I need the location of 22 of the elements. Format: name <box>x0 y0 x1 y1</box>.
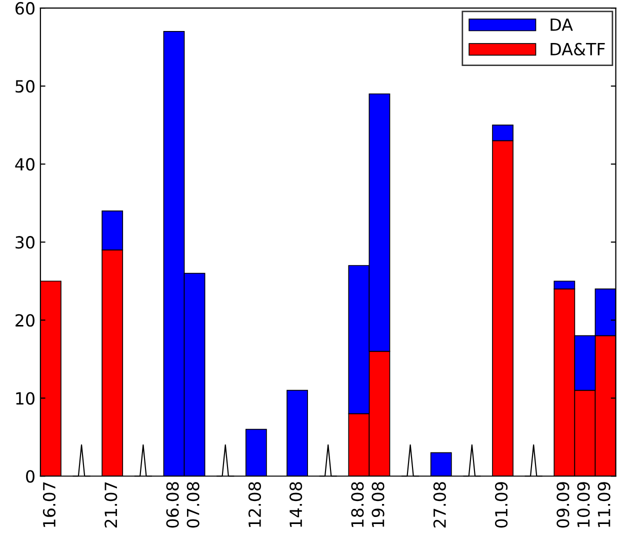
x-tick-label: 10.09 <box>577 482 590 527</box>
y-tick-label: 50 <box>16 80 34 93</box>
y-tick-label: 60 <box>16 2 34 15</box>
y-tick-label: 40 <box>15 158 34 171</box>
legend-label: DA <box>550 18 573 31</box>
x-tick-label: 01.09 <box>494 482 508 528</box>
x-tick-label: 27.08 <box>433 482 446 528</box>
x-tick-label: 11.09 <box>598 482 610 527</box>
x-tick-label: 21.07 <box>104 482 118 528</box>
y-tick-label: 20 <box>16 314 34 327</box>
y-tick-label: 30 <box>16 236 34 249</box>
x-tick-label: 19.08 <box>372 482 384 527</box>
x-tick-label: 06.08 <box>166 482 179 528</box>
x-tick-label: 14.08 <box>290 482 302 527</box>
x-tick-label: 16.07 <box>42 482 56 527</box>
x-tick-label: 12.08 <box>248 482 262 527</box>
x-tick-label: 18.08 <box>351 482 364 527</box>
x-tick-label: 09.09 <box>556 482 570 528</box>
x-tick-label: 07.08 <box>186 482 200 528</box>
y-tick-label: 0 <box>26 470 34 483</box>
legend-label: DA&TF <box>550 42 605 56</box>
y-tick-label: 10 <box>16 392 34 405</box>
